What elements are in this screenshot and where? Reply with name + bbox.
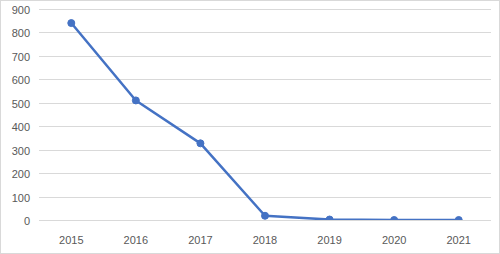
chart: 0 100 200 300 400 500 600 700 800 900 2015 2016 2017…	[0, 0, 500, 254]
grid-line	[39, 79, 491, 80]
x-tick-label: 2018	[253, 234, 277, 246]
chart-frame	[1, 1, 500, 254]
grid-line	[39, 220, 491, 221]
grid-line	[39, 150, 491, 151]
y-tick-label: 900	[12, 4, 30, 16]
marker	[455, 217, 462, 221]
marker	[132, 97, 139, 104]
grid-line	[39, 197, 491, 198]
y-tick-label: 200	[12, 168, 30, 180]
marker	[68, 20, 75, 27]
x-tick-label: 2017	[188, 234, 212, 246]
marker	[197, 140, 204, 147]
grid-line	[39, 126, 491, 127]
x-tick-label: 2019	[317, 234, 341, 246]
y-tick-label: 400	[12, 121, 30, 133]
y-tick-label: 100	[12, 192, 30, 204]
y-tick-label: 500	[12, 98, 30, 110]
y-tick-label: 700	[12, 51, 30, 63]
grid-line	[39, 9, 491, 10]
grid-line	[39, 103, 491, 104]
marker	[262, 212, 269, 219]
x-axis-line	[39, 220, 491, 221]
series-group	[68, 20, 462, 220]
x-tick-label: 2020	[382, 234, 406, 246]
y-tick-label: 600	[12, 74, 30, 86]
marker	[326, 216, 333, 220]
grid-line	[39, 32, 491, 33]
y-tick-label: 0	[24, 215, 30, 227]
x-tick-label: 2015	[59, 234, 83, 246]
grid-line	[39, 173, 491, 174]
y-tick-label: 300	[12, 145, 30, 157]
grid-line	[39, 56, 491, 57]
marker	[391, 217, 398, 221]
x-tick-label: 2016	[124, 234, 148, 246]
line	[71, 23, 458, 220]
x-tick-label: 2021	[446, 234, 470, 246]
y-tick-label: 800	[12, 27, 30, 39]
